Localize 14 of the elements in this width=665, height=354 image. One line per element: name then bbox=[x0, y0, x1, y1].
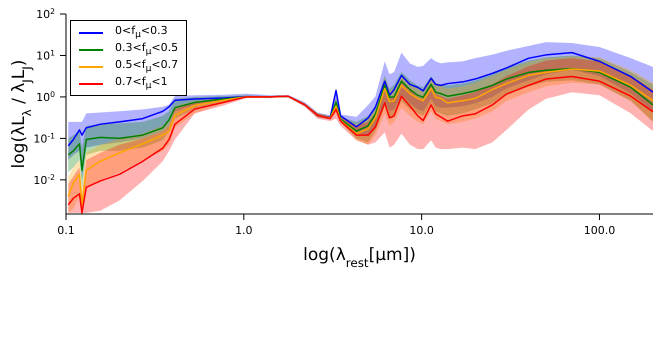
x-tick-label: 10.0 bbox=[409, 224, 434, 237]
y-tick-label: 10$^{-1}$ bbox=[33, 130, 56, 146]
x-tick-label: 0.1 bbox=[57, 224, 75, 237]
legend-label: 0.3<f$_{μ}$<0.5 bbox=[115, 41, 178, 58]
y-tick-label: 10$^{-2}$ bbox=[33, 172, 56, 187]
legend-label: 0.7<f$_{μ}$<1 bbox=[115, 75, 168, 92]
legend-label: 0<f$_{μ}$<0.3 bbox=[115, 24, 168, 41]
y-tick-label: 10$^{2}$ bbox=[36, 6, 56, 21]
y-tick-label: 10$^{1}$ bbox=[36, 48, 56, 62]
legend-label: 0.5<f$_{μ}$<0.7 bbox=[115, 58, 178, 75]
y-tick-label: 10$^{0}$ bbox=[36, 89, 56, 104]
x-axis-title: log(λ$_{rest}$[μm]) bbox=[303, 245, 416, 270]
x-tick-label: 1.0 bbox=[235, 224, 253, 237]
x-tick-label: 100.0 bbox=[584, 224, 616, 237]
